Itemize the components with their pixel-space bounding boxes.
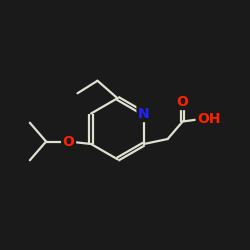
Text: O: O xyxy=(177,94,188,108)
Text: N: N xyxy=(138,106,150,120)
Text: OH: OH xyxy=(197,112,221,126)
Text: O: O xyxy=(63,134,74,148)
